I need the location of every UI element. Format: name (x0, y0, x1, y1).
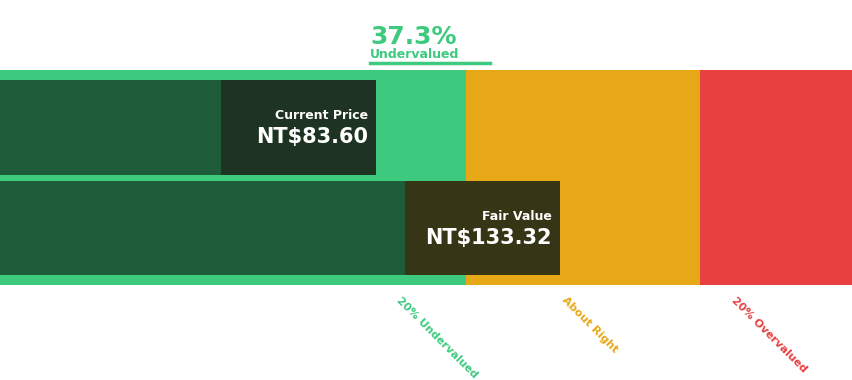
Text: 37.3%: 37.3% (370, 25, 456, 49)
Text: 20% Overvalued: 20% Overvalued (729, 295, 808, 374)
Bar (405, 181, 560, 275)
Text: About Right: About Right (560, 295, 619, 355)
Text: Fair Value: Fair Value (481, 209, 551, 223)
Bar (0, 70, 465, 285)
Bar (699, 70, 852, 285)
Text: NT$133.32: NT$133.32 (425, 228, 551, 248)
Bar (221, 80, 376, 175)
Text: Undervalued: Undervalued (370, 48, 459, 61)
Text: 20% Undervalued: 20% Undervalued (394, 295, 479, 380)
Text: NT$83.60: NT$83.60 (256, 128, 367, 147)
Text: Current Price: Current Price (274, 109, 367, 122)
Bar (465, 70, 699, 285)
Bar (0, 80, 376, 175)
Bar (0, 181, 560, 275)
